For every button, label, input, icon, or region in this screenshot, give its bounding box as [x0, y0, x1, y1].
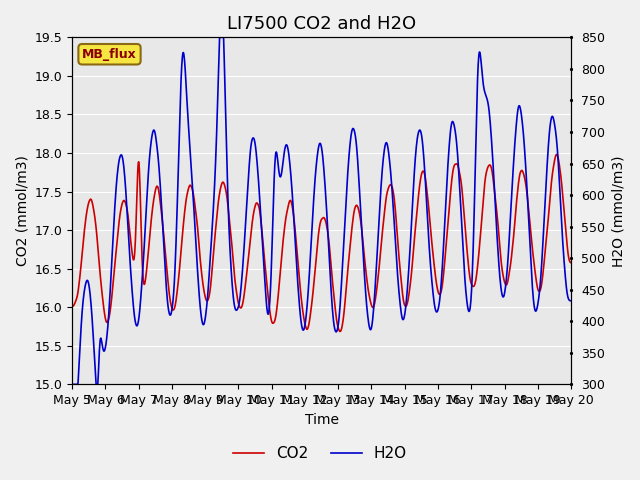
CO2	[300, 311, 307, 316]
Title: LI7500 CO2 and H2O: LI7500 CO2 and H2O	[227, 15, 416, 33]
CO2	[567, 260, 575, 265]
CO2	[353, 203, 360, 208]
Y-axis label: H2O (mmol/m3): H2O (mmol/m3)	[611, 155, 625, 266]
H2O	[280, 150, 288, 156]
CO2	[291, 217, 298, 223]
Y-axis label: CO2 (mmol/m3): CO2 (mmol/m3)	[15, 156, 29, 266]
CO2	[553, 152, 561, 157]
CO2	[127, 241, 135, 247]
H2O	[68, 382, 76, 387]
CO2	[68, 303, 76, 309]
H2O	[107, 278, 115, 284]
Line: CO2: CO2	[72, 155, 571, 332]
H2O	[300, 327, 307, 333]
H2O	[353, 142, 360, 147]
Line: H2O: H2O	[72, 37, 571, 384]
CO2	[336, 329, 344, 335]
CO2	[280, 231, 287, 237]
H2O	[567, 298, 575, 304]
H2O	[216, 35, 223, 40]
X-axis label: Time: Time	[305, 413, 339, 427]
Legend: CO2, H2O: CO2, H2O	[227, 440, 413, 468]
H2O	[127, 274, 135, 279]
H2O	[291, 227, 298, 232]
CO2	[107, 303, 115, 309]
Text: MB_flux: MB_flux	[82, 48, 137, 61]
